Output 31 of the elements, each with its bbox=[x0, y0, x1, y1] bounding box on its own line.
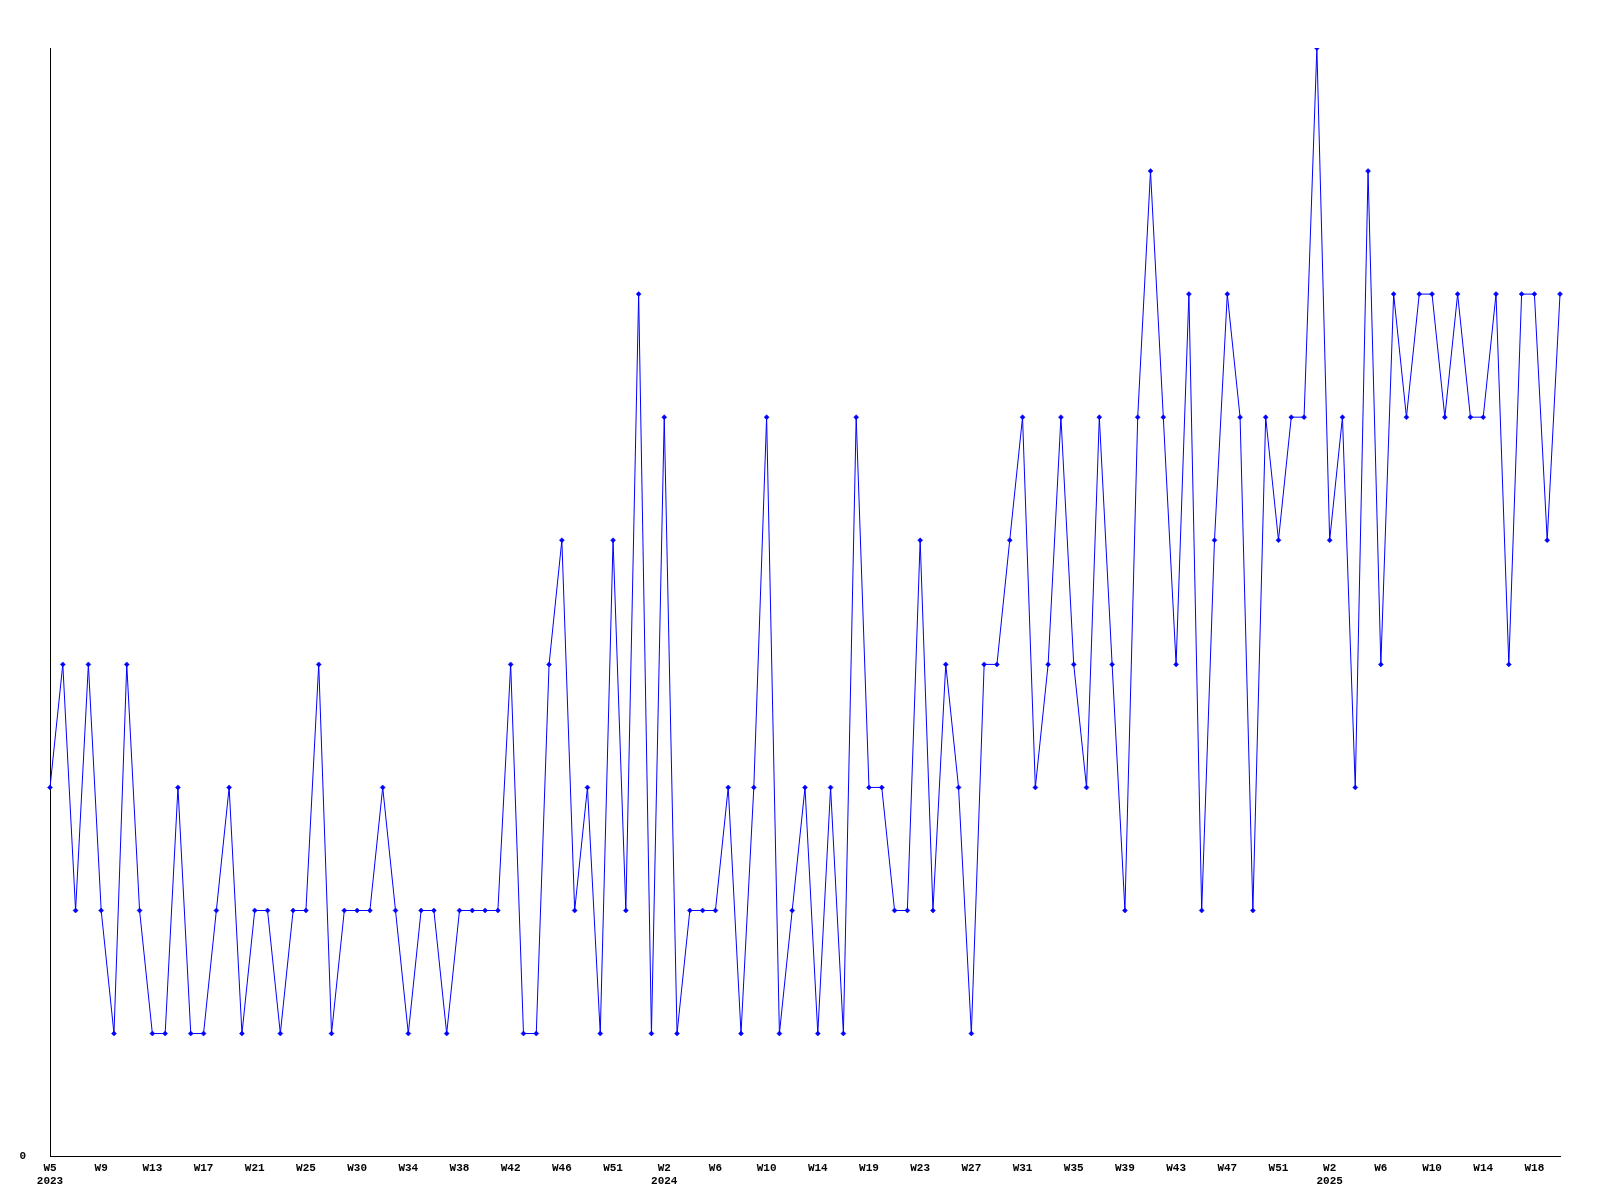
x-tick-label: W23 bbox=[910, 1161, 931, 1174]
text: 0 bbox=[19, 1150, 26, 1163]
x-tick-label: W14 bbox=[807, 1161, 829, 1174]
x-tick-label: W17 bbox=[193, 1161, 214, 1174]
x-tick-label: W35 bbox=[1063, 1161, 1085, 1174]
x-tick-label: W51 bbox=[603, 1161, 624, 1174]
x-tick-label: W14 bbox=[1473, 1161, 1494, 1174]
x-tick-label: W2 2025 bbox=[1316, 1161, 1344, 1188]
x-tick-label: W19 bbox=[859, 1161, 879, 1174]
x-tick-label: W5 2023 bbox=[36, 1161, 64, 1188]
x-tick-label: W38 bbox=[449, 1161, 470, 1174]
x-tick-label: W27 bbox=[961, 1161, 982, 1174]
x-tick-label: W34 bbox=[398, 1161, 419, 1174]
x-tick-label: W2 2024 bbox=[651, 1161, 678, 1188]
x-tick-label: W51 bbox=[1268, 1161, 1289, 1174]
x-tick-label: W6 bbox=[1374, 1161, 1388, 1174]
x-tick-label: W47 bbox=[1217, 1161, 1238, 1174]
x-tick-label: W6 bbox=[708, 1161, 723, 1174]
x-tick-label: W9 bbox=[94, 1161, 108, 1174]
x-tick-label: W25 bbox=[296, 1161, 317, 1174]
x-tick-label: W10 bbox=[756, 1161, 777, 1174]
x-tick-label: W13 bbox=[142, 1161, 163, 1174]
x-tick-label: W31 bbox=[1012, 1161, 1033, 1174]
x-tick-label: W18 bbox=[1524, 1161, 1545, 1174]
x-tick-label: W10 bbox=[1422, 1161, 1442, 1174]
x-tick-label: W43 bbox=[1166, 1161, 1187, 1174]
x-tick-label: W42 bbox=[500, 1161, 521, 1174]
x-tick-label: W46 bbox=[551, 1161, 572, 1174]
x-tick-label: W30 bbox=[347, 1161, 368, 1174]
x-tick-label: W39 bbox=[1115, 1161, 1135, 1174]
x-tick-label: W21 bbox=[244, 1161, 266, 1174]
